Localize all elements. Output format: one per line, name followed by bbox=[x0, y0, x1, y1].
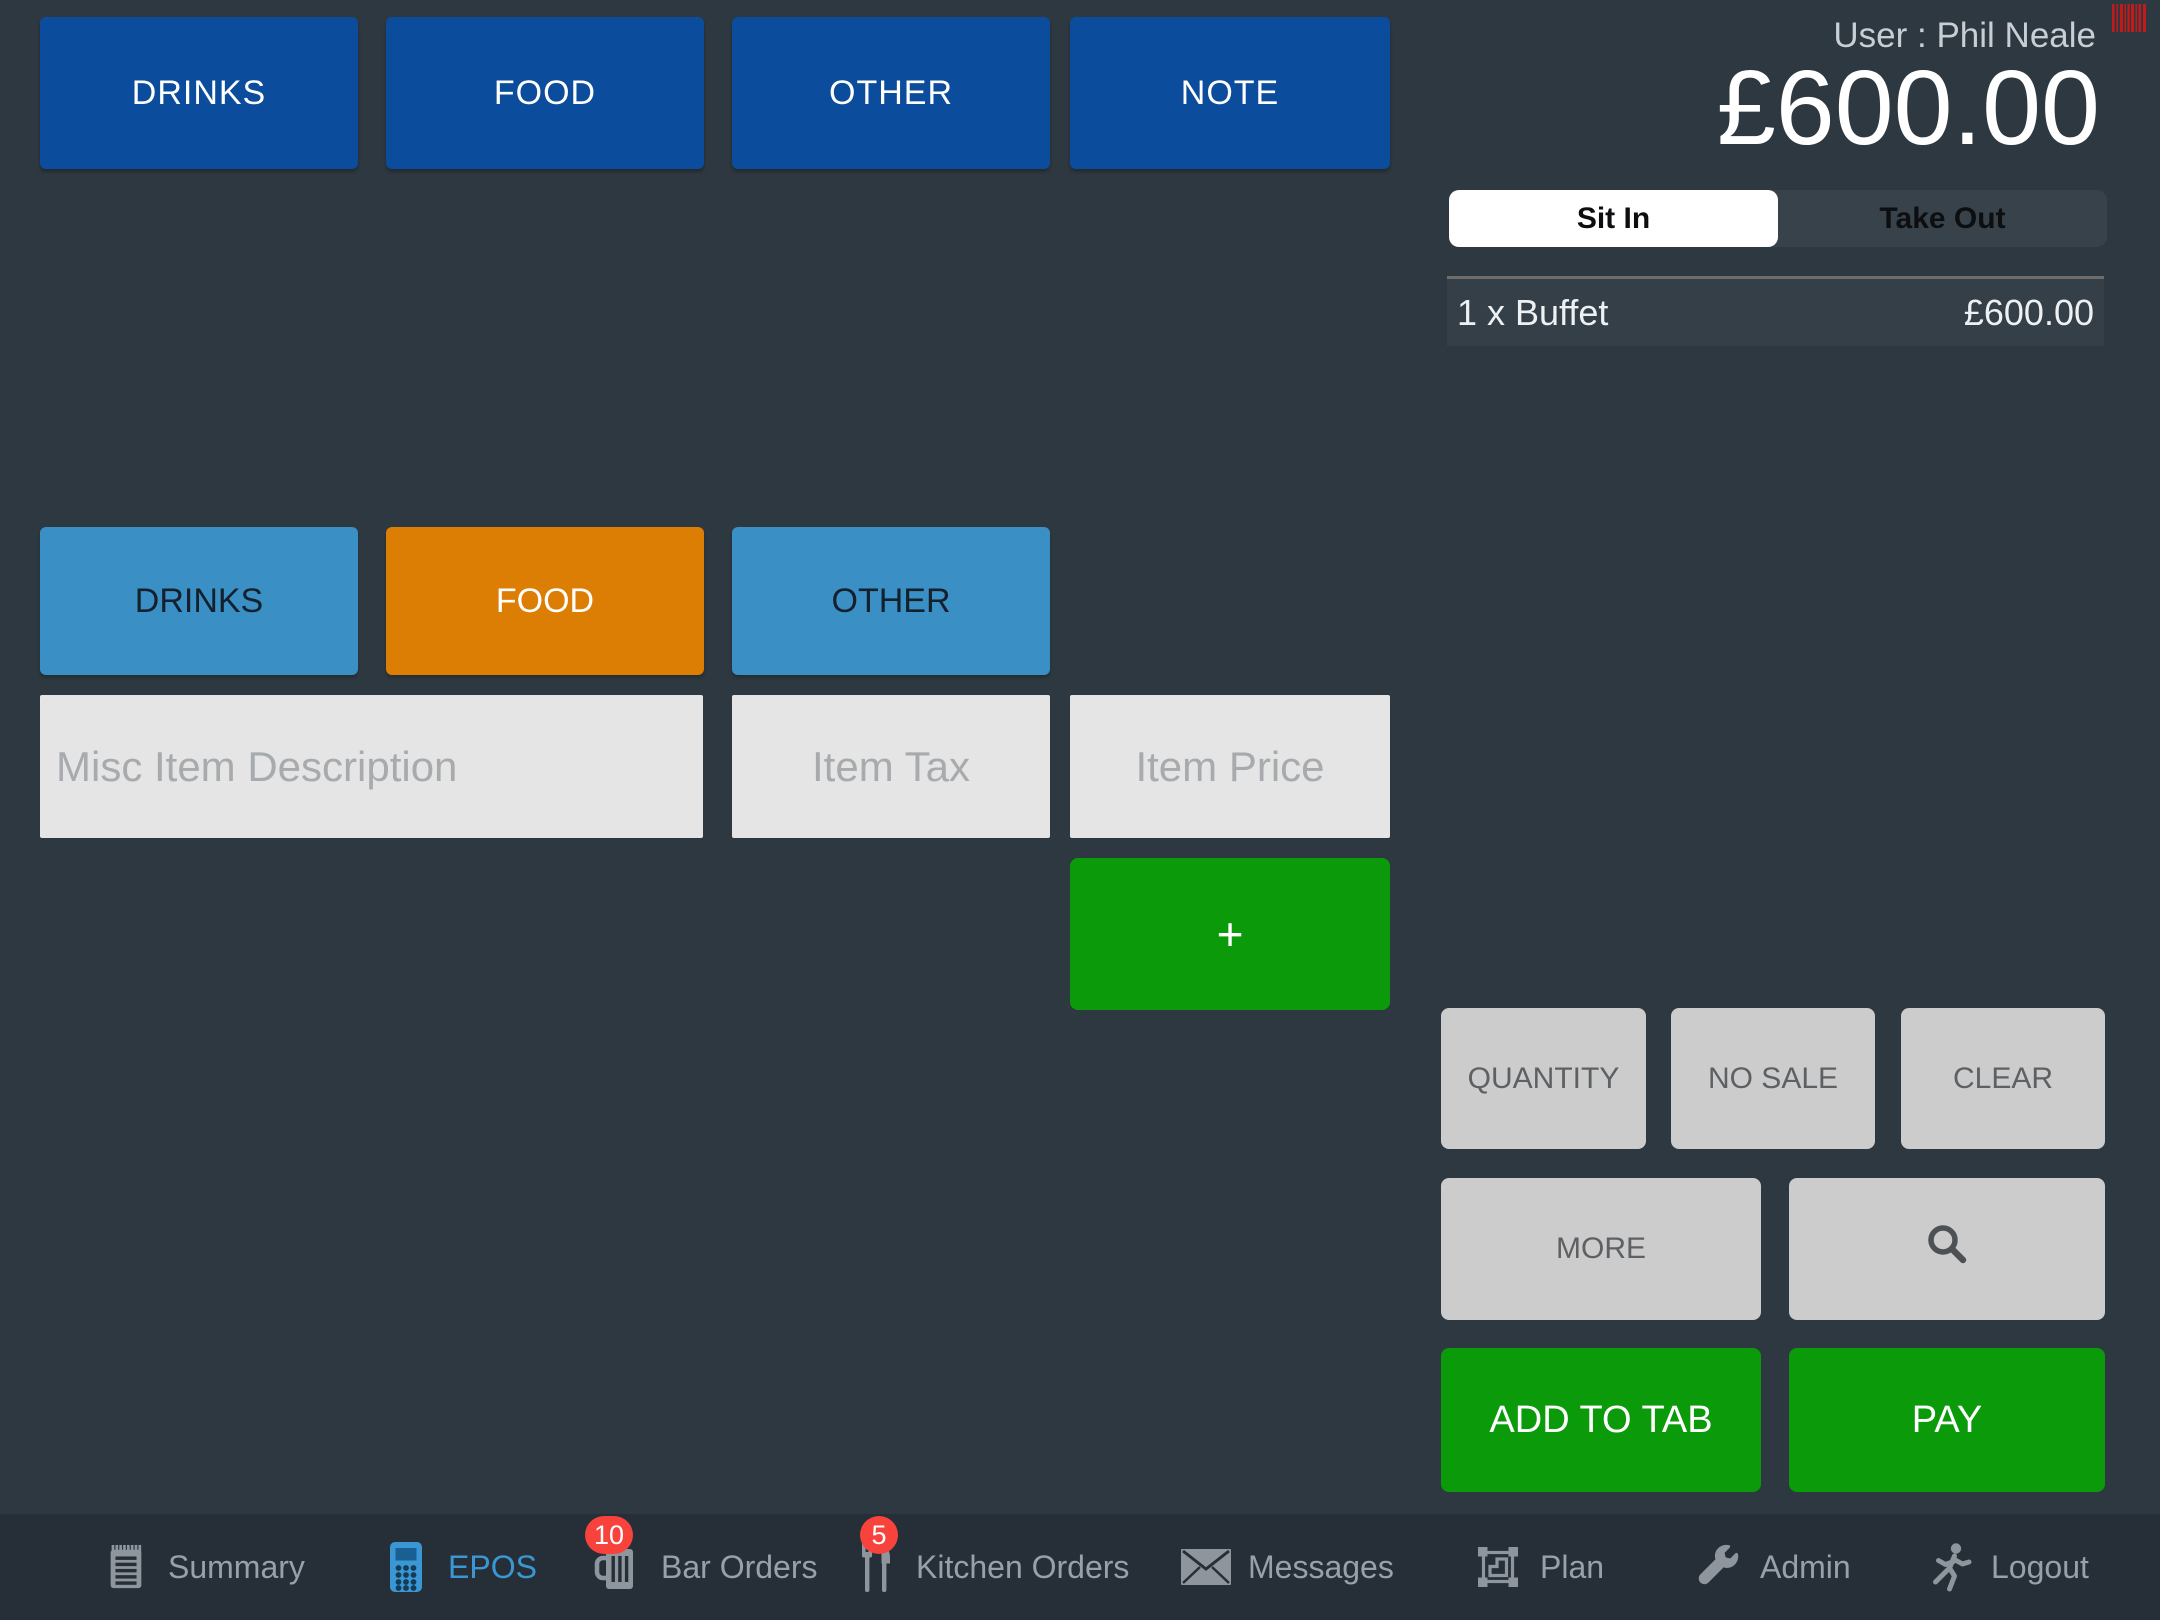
nav-label-plan: Plan bbox=[1540, 1548, 1605, 1585]
top-category-drinks-button[interactable]: DRINKS bbox=[40, 17, 358, 169]
nav-label-bar-orders: Bar Orders bbox=[661, 1548, 818, 1585]
nav-item-messages[interactable]: Messages bbox=[1180, 1514, 1394, 1620]
nav-label-logout: Logout bbox=[1991, 1548, 2089, 1585]
bar-orders-badge: 10 bbox=[585, 1516, 634, 1554]
search-icon bbox=[1923, 1221, 1971, 1277]
take-out-tab[interactable]: Take Out bbox=[1879, 201, 2006, 235]
nav-item-epos[interactable]: EPOS bbox=[380, 1514, 537, 1620]
plan-icon bbox=[1472, 1540, 1524, 1594]
bar-orders-icon: 10 bbox=[585, 1516, 645, 1594]
user-label: User : Phil Neale bbox=[1833, 16, 2096, 55]
category-other-button[interactable]: OTHER bbox=[732, 527, 1050, 675]
category-food-button[interactable]: FOOD bbox=[386, 527, 704, 675]
sit-in-tab[interactable]: Sit In bbox=[1449, 190, 1778, 247]
order-line-item[interactable]: 1 x Buffet £600.00 bbox=[1447, 276, 2104, 346]
more-button[interactable]: MORE bbox=[1441, 1178, 1761, 1320]
nav-label-messages: Messages bbox=[1248, 1548, 1394, 1585]
nav-label-summary: Summary bbox=[168, 1548, 305, 1585]
nav-item-bar-orders[interactable]: 10 Bar Orders bbox=[585, 1514, 818, 1620]
barcode-icon bbox=[2112, 4, 2146, 32]
admin-wrench-icon bbox=[1692, 1540, 1744, 1594]
top-category-other-button[interactable]: OTHER bbox=[732, 17, 1050, 169]
misc-item-description-input[interactable] bbox=[40, 695, 703, 838]
add-to-tab-button[interactable]: ADD TO TAB bbox=[1441, 1348, 1761, 1492]
item-tax-input[interactable] bbox=[732, 695, 1050, 838]
summary-icon bbox=[100, 1540, 152, 1594]
add-misc-item-button[interactable]: + bbox=[1070, 858, 1390, 1010]
order-item-name: 1 x Buffet bbox=[1457, 291, 1609, 333]
nav-label-epos: EPOS bbox=[448, 1548, 537, 1585]
nav-item-logout[interactable]: Logout bbox=[1923, 1514, 2089, 1620]
item-price-input[interactable] bbox=[1070, 695, 1390, 838]
clear-button[interactable]: CLEAR bbox=[1901, 1008, 2105, 1149]
nav-item-kitchen-orders[interactable]: 5 Kitchen Orders bbox=[848, 1514, 1129, 1620]
kitchen-orders-icon: 5 bbox=[848, 1516, 900, 1594]
kitchen-orders-badge: 5 bbox=[860, 1516, 898, 1554]
no-sale-button[interactable]: NO SALE bbox=[1671, 1008, 1875, 1149]
epos-icon bbox=[380, 1540, 432, 1594]
logout-runner-icon bbox=[1923, 1540, 1975, 1594]
nav-item-plan[interactable]: Plan bbox=[1472, 1514, 1604, 1620]
search-button[interactable] bbox=[1789, 1178, 2105, 1320]
pay-button[interactable]: PAY bbox=[1789, 1348, 2105, 1492]
order-mode-toggle: Sit In Take Out bbox=[1449, 190, 2107, 247]
top-category-note-button[interactable]: NOTE bbox=[1070, 17, 1390, 169]
nav-label-admin: Admin bbox=[1760, 1548, 1851, 1585]
bottom-nav: Summary EPOS bbox=[0, 1514, 2160, 1620]
nav-label-kitchen-orders: Kitchen Orders bbox=[916, 1548, 1130, 1585]
category-drinks-button[interactable]: DRINKS bbox=[40, 527, 358, 675]
quantity-button[interactable]: QUANTITY bbox=[1441, 1008, 1646, 1149]
order-total: £600.00 bbox=[1716, 49, 2100, 167]
order-item-price: £600.00 bbox=[1963, 291, 2094, 333]
nav-item-admin[interactable]: Admin bbox=[1692, 1514, 1851, 1620]
messages-icon bbox=[1180, 1540, 1232, 1594]
top-category-food-button[interactable]: FOOD bbox=[386, 17, 704, 169]
nav-item-summary[interactable]: Summary bbox=[100, 1514, 305, 1620]
